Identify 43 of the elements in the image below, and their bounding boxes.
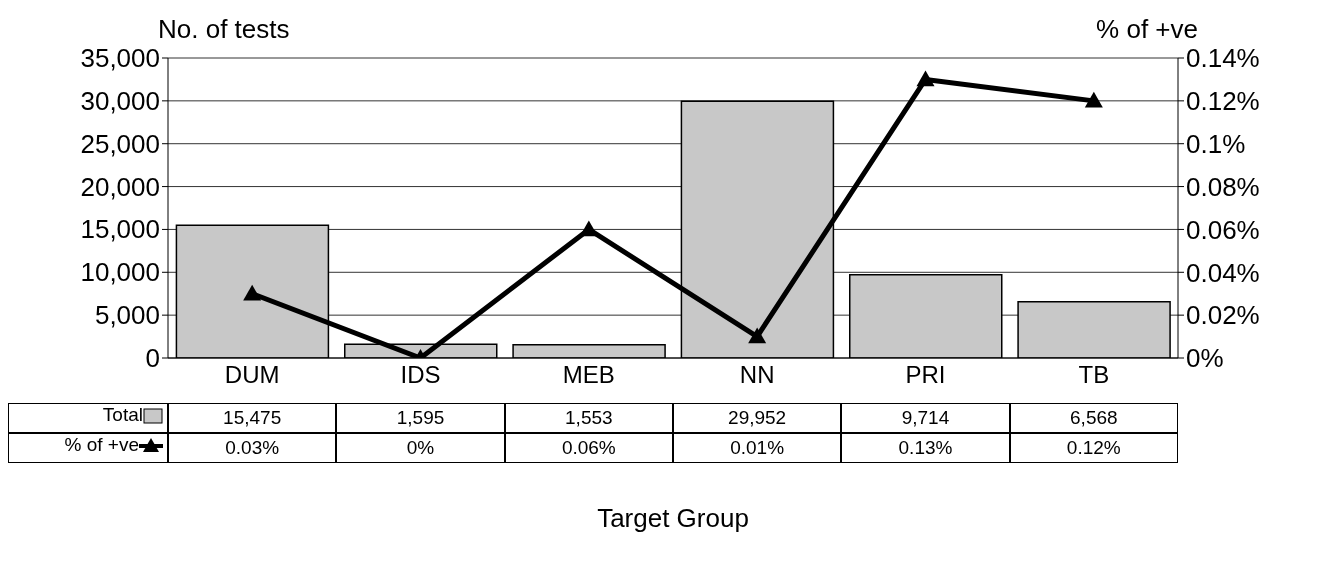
data-label: 0.13% — [841, 433, 1010, 463]
data-label: 0.03% — [168, 433, 337, 463]
y2-tick-label: 0.04% — [1186, 257, 1260, 288]
y-tick-label: 10,000 — [80, 257, 160, 288]
y2-tick-label: 0.08% — [1186, 171, 1260, 202]
point — [748, 327, 767, 344]
data-label: 0.01% — [672, 433, 842, 463]
y-tick-label: 20,000 — [80, 171, 160, 202]
data-label: 29,952 — [672, 403, 842, 433]
x-axis-title: Target Group — [596, 503, 750, 534]
data-label: 15,475 — [168, 403, 337, 433]
point — [916, 70, 935, 87]
y-tick-label: 25,000 — [80, 128, 160, 159]
y-tick-label: 5,000 — [94, 300, 160, 331]
data-label: 0.06% — [504, 433, 673, 463]
x-tick-label: MEB — [562, 361, 615, 389]
y2-axis-title: % of +ve — [1096, 14, 1198, 45]
data-label: 1,553 — [504, 403, 673, 433]
y2-tick-label: 0.1% — [1186, 128, 1246, 159]
point — [243, 284, 262, 301]
data-label: 0% — [336, 433, 505, 463]
y2-tick-label: 0.12% — [1186, 86, 1260, 117]
y-axis-title: No. of tests — [158, 14, 290, 45]
y2-tick-label: 0.14% — [1186, 43, 1260, 74]
data-label: 0.12% — [1009, 433, 1178, 463]
y-tick-label: 35,000 — [80, 43, 160, 73]
data-label: 9,714 — [841, 403, 1010, 433]
y-tick-label: 0 — [145, 343, 160, 373]
y-tick-label: 15,000 — [80, 214, 160, 245]
point — [1084, 91, 1103, 108]
y2-tick-label: 0.02% — [1186, 300, 1260, 331]
x-tick-label: TB — [1078, 361, 1110, 389]
legend-label: Total — [8, 403, 168, 433]
y-tick-label: 30,000 — [80, 85, 160, 116]
data-label: 1,595 — [336, 403, 505, 433]
x-tick-label: IDS — [400, 361, 441, 389]
x-tick-label: NN — [739, 361, 775, 389]
y2-tick-label: 0.06% — [1186, 214, 1260, 245]
y2-tick-label: 0% — [1186, 343, 1224, 374]
x-tick-label: DUM — [224, 361, 280, 389]
legend-label: % of +ve — [8, 433, 168, 463]
x-tick-label: PRI — [905, 361, 946, 389]
data-label: 6,568 — [1009, 403, 1178, 433]
